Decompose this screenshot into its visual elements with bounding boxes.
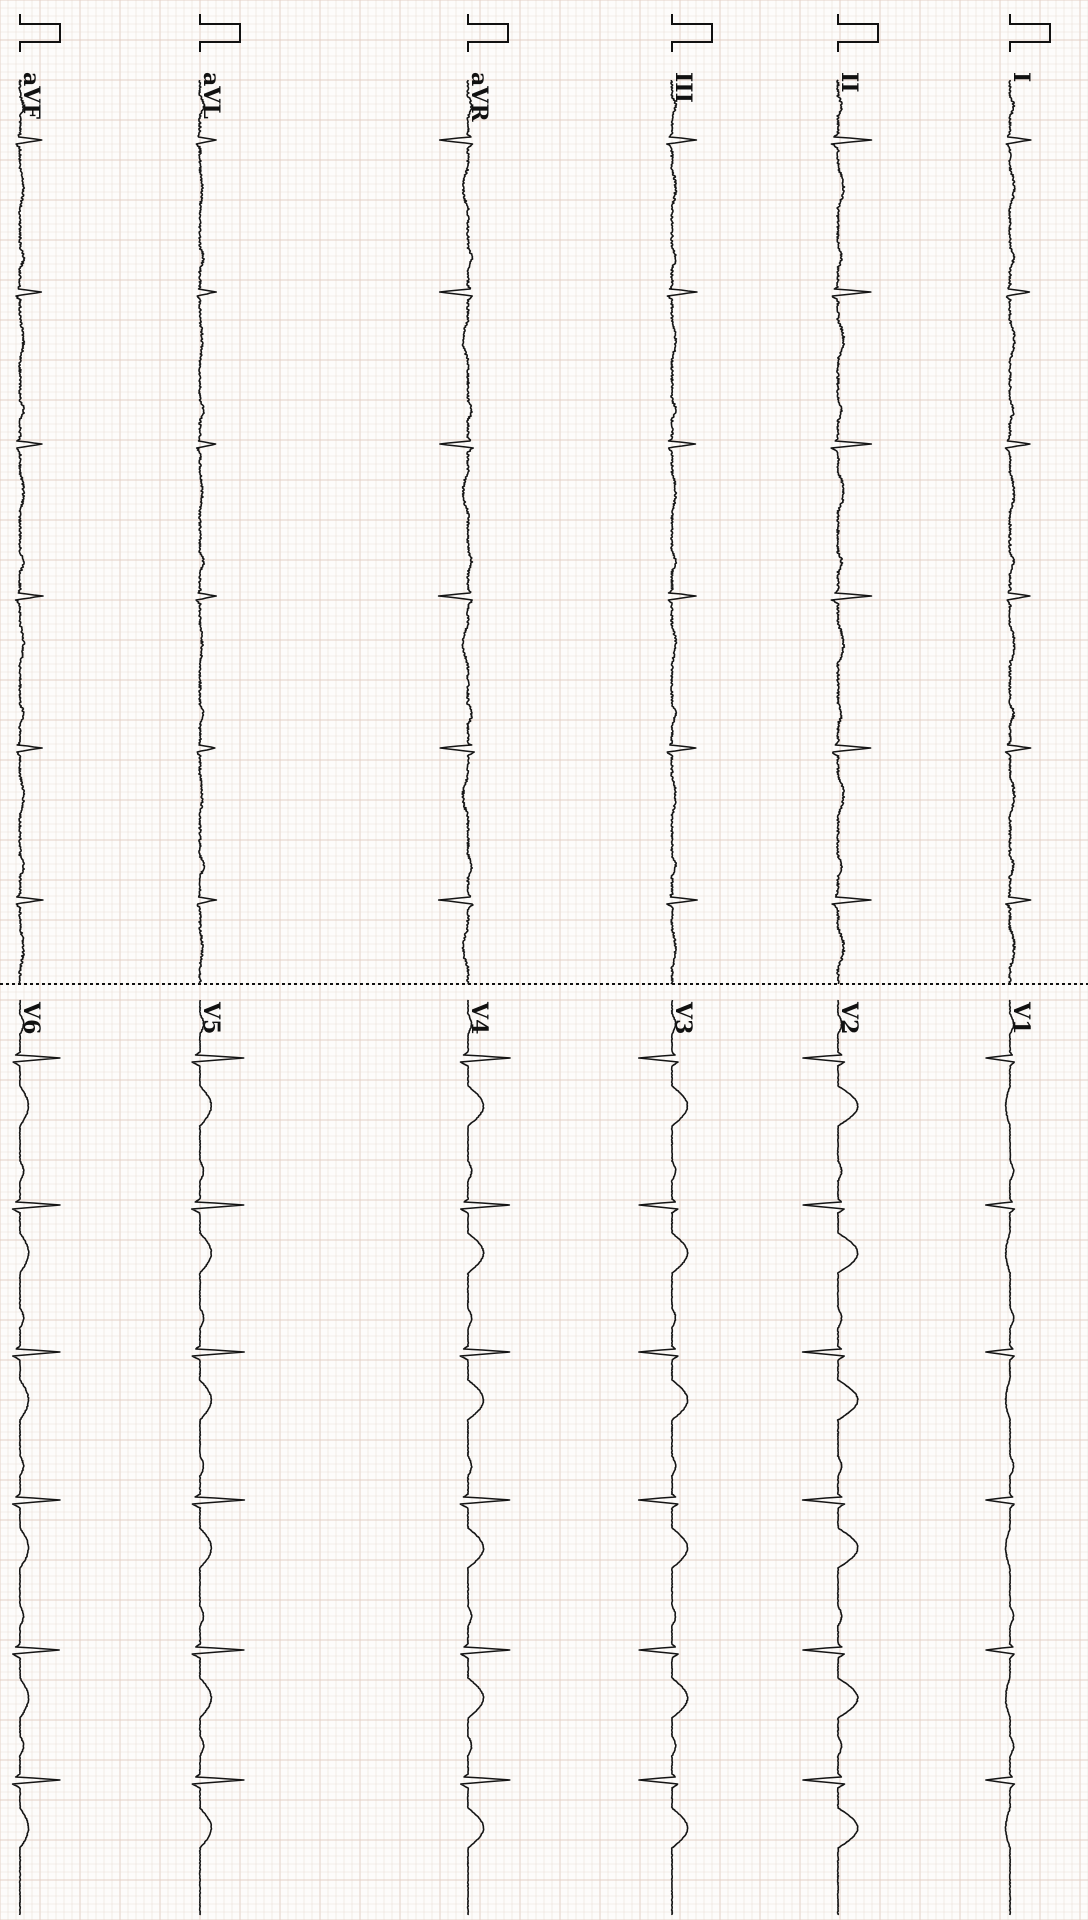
calibration-pulse-i <box>1009 14 1051 52</box>
trace-lead-v2 <box>801 999 859 1916</box>
lead-label-v6: V6 <box>18 1001 44 1034</box>
trace-lead-v5 <box>190 999 246 1916</box>
trace-lead-avl <box>195 79 218 985</box>
trace-lead-v1 <box>985 999 1016 1916</box>
lead-label-ii: II <box>836 72 862 93</box>
trace-lead-i <box>1004 79 1032 985</box>
calibration-pulse-avf <box>19 14 61 52</box>
lead-label-v3: V3 <box>670 1001 696 1034</box>
calibration-pulse-avr <box>467 14 509 52</box>
lead-label-avr: aVR <box>466 72 492 122</box>
lead-label-v1: V1 <box>1008 1001 1034 1034</box>
trace-lead-iii <box>666 79 698 985</box>
lead-label-avl: aVL <box>198 72 224 119</box>
trace-lead-v3 <box>637 999 689 1916</box>
calibration-pulse-avl <box>199 14 241 52</box>
lead-label-avf: aVF <box>18 72 44 119</box>
trace-lead-avf <box>14 79 44 985</box>
lead-label-iii: III <box>670 72 696 103</box>
calibration-pulse-iii <box>671 14 713 52</box>
lead-label-i: I <box>1008 72 1034 82</box>
trace-lead-v4 <box>459 999 511 1916</box>
lead-label-v2: V2 <box>836 1001 862 1034</box>
trace-lead-v6 <box>11 999 61 1916</box>
trace-lead-ii <box>830 79 873 984</box>
lead-label-v5: V5 <box>198 1001 224 1034</box>
ecg-traces <box>11 14 1051 1916</box>
trace-lead-avr <box>437 79 475 985</box>
lead-label-v4: V4 <box>466 1001 492 1034</box>
calibration-pulse-ii <box>837 14 879 52</box>
